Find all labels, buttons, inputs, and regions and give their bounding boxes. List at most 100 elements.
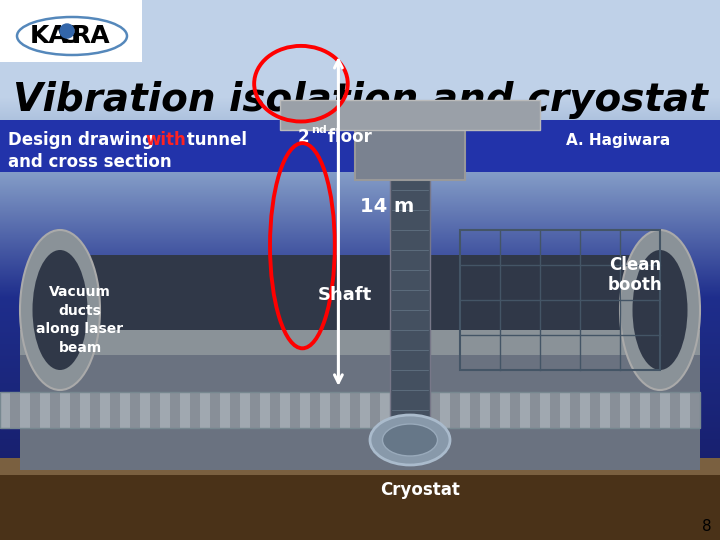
FancyBboxPatch shape	[170, 392, 181, 428]
FancyBboxPatch shape	[390, 175, 430, 460]
Text: with: with	[145, 131, 186, 149]
Text: G: G	[59, 24, 80, 48]
Ellipse shape	[370, 415, 450, 465]
FancyBboxPatch shape	[240, 392, 251, 428]
FancyBboxPatch shape	[120, 392, 131, 428]
FancyBboxPatch shape	[480, 392, 491, 428]
FancyBboxPatch shape	[30, 392, 41, 428]
FancyBboxPatch shape	[320, 392, 331, 428]
FancyBboxPatch shape	[290, 392, 301, 428]
FancyBboxPatch shape	[390, 392, 401, 428]
FancyBboxPatch shape	[610, 392, 621, 428]
FancyBboxPatch shape	[260, 392, 271, 428]
FancyBboxPatch shape	[540, 392, 551, 428]
FancyBboxPatch shape	[140, 392, 151, 428]
Text: nd: nd	[311, 125, 327, 135]
FancyBboxPatch shape	[490, 392, 501, 428]
FancyBboxPatch shape	[570, 392, 581, 428]
FancyBboxPatch shape	[430, 392, 441, 428]
FancyBboxPatch shape	[380, 392, 391, 428]
FancyBboxPatch shape	[510, 392, 521, 428]
FancyBboxPatch shape	[270, 392, 281, 428]
Text: KA: KA	[30, 24, 68, 48]
FancyBboxPatch shape	[420, 392, 431, 428]
FancyBboxPatch shape	[110, 392, 121, 428]
Polygon shape	[0, 470, 720, 540]
FancyBboxPatch shape	[620, 392, 631, 428]
FancyBboxPatch shape	[310, 392, 321, 428]
FancyBboxPatch shape	[690, 392, 701, 428]
Text: and cross section: and cross section	[8, 153, 171, 171]
FancyBboxPatch shape	[160, 392, 171, 428]
FancyBboxPatch shape	[630, 392, 641, 428]
FancyBboxPatch shape	[50, 392, 61, 428]
FancyBboxPatch shape	[220, 392, 231, 428]
FancyBboxPatch shape	[660, 392, 671, 428]
FancyBboxPatch shape	[440, 392, 451, 428]
FancyBboxPatch shape	[0, 0, 142, 62]
Text: Shaft: Shaft	[318, 286, 372, 304]
FancyBboxPatch shape	[150, 392, 161, 428]
FancyBboxPatch shape	[600, 392, 611, 428]
FancyBboxPatch shape	[355, 120, 465, 180]
FancyBboxPatch shape	[230, 392, 241, 428]
FancyBboxPatch shape	[670, 392, 681, 428]
FancyBboxPatch shape	[530, 392, 541, 428]
Polygon shape	[0, 458, 720, 475]
FancyBboxPatch shape	[100, 392, 111, 428]
Text: Vibration isolation and cryostat: Vibration isolation and cryostat	[12, 81, 708, 119]
FancyBboxPatch shape	[280, 392, 291, 428]
FancyBboxPatch shape	[370, 392, 381, 428]
FancyBboxPatch shape	[400, 392, 411, 428]
Text: Design drawing: Design drawing	[8, 131, 160, 149]
FancyBboxPatch shape	[300, 392, 311, 428]
FancyBboxPatch shape	[130, 392, 141, 428]
Text: 2: 2	[298, 128, 310, 146]
FancyBboxPatch shape	[190, 392, 201, 428]
FancyBboxPatch shape	[500, 392, 511, 428]
Ellipse shape	[20, 230, 100, 390]
FancyBboxPatch shape	[40, 392, 51, 428]
FancyBboxPatch shape	[560, 392, 571, 428]
Text: Vacuum
ducts
along laser
beam: Vacuum ducts along laser beam	[37, 286, 124, 355]
Text: 8: 8	[703, 519, 712, 534]
FancyBboxPatch shape	[580, 392, 591, 428]
FancyBboxPatch shape	[650, 392, 661, 428]
FancyBboxPatch shape	[550, 392, 561, 428]
FancyBboxPatch shape	[350, 392, 361, 428]
Polygon shape	[20, 255, 700, 330]
FancyBboxPatch shape	[210, 392, 221, 428]
FancyBboxPatch shape	[460, 392, 471, 428]
FancyBboxPatch shape	[180, 392, 191, 428]
Text: tunnel: tunnel	[181, 131, 247, 149]
FancyBboxPatch shape	[680, 392, 691, 428]
FancyBboxPatch shape	[410, 392, 421, 428]
Text: 14 m: 14 m	[361, 197, 415, 216]
FancyBboxPatch shape	[80, 392, 91, 428]
Text: Clean
booth: Clean booth	[608, 255, 662, 294]
FancyBboxPatch shape	[470, 392, 481, 428]
FancyBboxPatch shape	[60, 392, 71, 428]
FancyBboxPatch shape	[70, 392, 81, 428]
Ellipse shape	[620, 230, 700, 390]
FancyBboxPatch shape	[20, 392, 31, 428]
Ellipse shape	[32, 250, 88, 370]
FancyBboxPatch shape	[200, 392, 211, 428]
Circle shape	[60, 24, 74, 38]
FancyBboxPatch shape	[0, 120, 720, 172]
FancyBboxPatch shape	[450, 392, 461, 428]
FancyBboxPatch shape	[640, 392, 651, 428]
Polygon shape	[20, 350, 700, 470]
Text: floor: floor	[322, 128, 372, 146]
FancyBboxPatch shape	[0, 392, 11, 428]
FancyBboxPatch shape	[520, 392, 531, 428]
FancyBboxPatch shape	[360, 392, 371, 428]
Ellipse shape	[632, 250, 688, 370]
FancyBboxPatch shape	[330, 392, 341, 428]
Polygon shape	[20, 330, 700, 355]
FancyBboxPatch shape	[340, 392, 351, 428]
FancyBboxPatch shape	[250, 392, 261, 428]
FancyBboxPatch shape	[90, 392, 101, 428]
Text: A. Hagiwara: A. Hagiwara	[566, 132, 670, 147]
FancyBboxPatch shape	[10, 392, 21, 428]
